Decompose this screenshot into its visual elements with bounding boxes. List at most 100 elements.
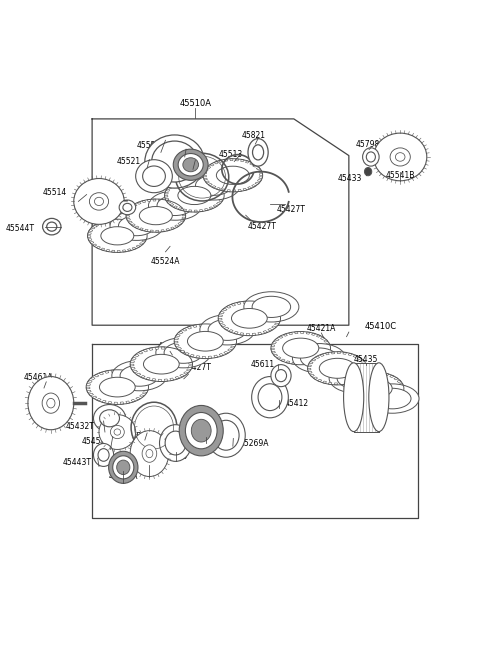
- Text: 45427T: 45427T: [183, 364, 212, 372]
- Polygon shape: [189, 210, 192, 212]
- Polygon shape: [161, 230, 165, 232]
- Ellipse shape: [148, 191, 202, 220]
- Polygon shape: [347, 394, 351, 397]
- Polygon shape: [214, 162, 218, 164]
- Ellipse shape: [112, 360, 167, 391]
- Text: 45385B: 45385B: [112, 432, 142, 441]
- Polygon shape: [218, 318, 222, 320]
- Ellipse shape: [87, 219, 147, 252]
- Polygon shape: [202, 179, 206, 182]
- Polygon shape: [165, 198, 169, 200]
- Polygon shape: [182, 217, 185, 219]
- Polygon shape: [259, 174, 263, 176]
- Polygon shape: [208, 183, 212, 186]
- Polygon shape: [114, 219, 117, 221]
- Polygon shape: [176, 181, 180, 184]
- Polygon shape: [317, 379, 322, 382]
- Polygon shape: [400, 386, 404, 388]
- Polygon shape: [130, 221, 134, 223]
- Polygon shape: [229, 333, 234, 335]
- Polygon shape: [206, 166, 211, 168]
- Polygon shape: [291, 362, 295, 364]
- Ellipse shape: [101, 227, 134, 245]
- Ellipse shape: [99, 415, 136, 449]
- Text: 45432T: 45432T: [66, 422, 95, 430]
- Text: 45412: 45412: [285, 399, 309, 407]
- Polygon shape: [125, 220, 129, 222]
- Polygon shape: [362, 373, 366, 375]
- Polygon shape: [155, 347, 158, 349]
- Polygon shape: [218, 187, 222, 190]
- Polygon shape: [220, 191, 224, 193]
- Polygon shape: [228, 349, 232, 352]
- Ellipse shape: [94, 405, 126, 432]
- Polygon shape: [108, 402, 112, 404]
- Polygon shape: [126, 215, 130, 217]
- Polygon shape: [98, 222, 103, 225]
- Polygon shape: [173, 206, 178, 208]
- Polygon shape: [178, 223, 182, 225]
- Polygon shape: [180, 220, 184, 222]
- Polygon shape: [346, 382, 349, 384]
- Polygon shape: [283, 334, 288, 336]
- Polygon shape: [233, 190, 236, 192]
- Polygon shape: [236, 159, 239, 161]
- Polygon shape: [346, 382, 350, 384]
- Polygon shape: [308, 368, 311, 370]
- Polygon shape: [224, 328, 229, 330]
- Polygon shape: [314, 360, 318, 362]
- Polygon shape: [182, 352, 187, 355]
- Ellipse shape: [364, 168, 372, 176]
- Polygon shape: [362, 373, 366, 375]
- Polygon shape: [396, 396, 400, 398]
- Polygon shape: [295, 331, 298, 334]
- Polygon shape: [354, 363, 379, 432]
- Ellipse shape: [373, 133, 427, 181]
- Polygon shape: [131, 400, 136, 402]
- Polygon shape: [144, 229, 148, 231]
- Text: 45433: 45433: [337, 174, 362, 183]
- Polygon shape: [300, 331, 304, 333]
- Polygon shape: [205, 324, 209, 326]
- Polygon shape: [144, 237, 147, 239]
- Polygon shape: [308, 365, 312, 367]
- Polygon shape: [167, 201, 171, 203]
- Polygon shape: [127, 210, 131, 212]
- Polygon shape: [170, 227, 175, 229]
- Ellipse shape: [74, 179, 124, 225]
- Ellipse shape: [183, 158, 199, 172]
- Polygon shape: [111, 250, 115, 252]
- Polygon shape: [183, 209, 187, 212]
- Polygon shape: [208, 356, 212, 358]
- Polygon shape: [277, 316, 280, 318]
- Polygon shape: [87, 390, 91, 392]
- Polygon shape: [132, 357, 136, 360]
- Polygon shape: [168, 186, 172, 189]
- Polygon shape: [234, 331, 238, 334]
- Polygon shape: [345, 392, 349, 394]
- Ellipse shape: [42, 393, 60, 413]
- Ellipse shape: [390, 148, 410, 166]
- Ellipse shape: [300, 348, 337, 369]
- Polygon shape: [165, 192, 168, 194]
- Text: 45544T: 45544T: [6, 225, 35, 233]
- Polygon shape: [96, 246, 100, 249]
- Ellipse shape: [185, 413, 217, 449]
- Ellipse shape: [123, 203, 132, 212]
- Polygon shape: [387, 400, 392, 403]
- Text: 45441A: 45441A: [209, 437, 239, 445]
- Polygon shape: [183, 372, 188, 375]
- Ellipse shape: [98, 449, 109, 461]
- Polygon shape: [275, 323, 279, 326]
- Text: 45532A: 45532A: [149, 142, 178, 151]
- Polygon shape: [245, 160, 250, 163]
- Ellipse shape: [344, 372, 404, 405]
- Polygon shape: [178, 208, 182, 210]
- Polygon shape: [298, 363, 300, 365]
- Polygon shape: [192, 179, 194, 181]
- Polygon shape: [92, 396, 97, 399]
- Ellipse shape: [200, 314, 255, 345]
- Ellipse shape: [47, 398, 55, 408]
- Polygon shape: [250, 162, 254, 165]
- Polygon shape: [216, 326, 221, 328]
